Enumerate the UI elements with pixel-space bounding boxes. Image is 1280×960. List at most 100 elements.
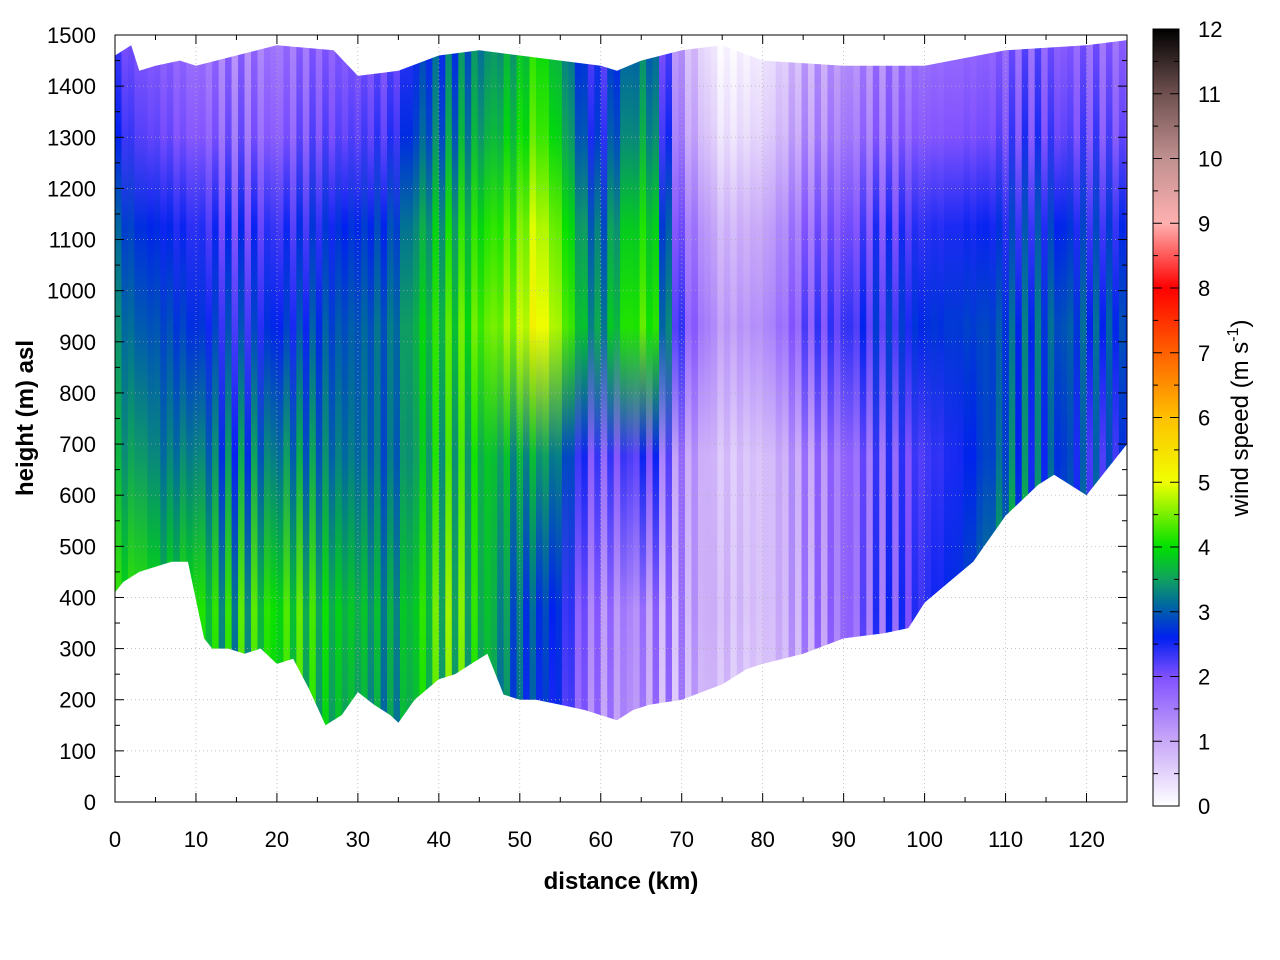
wind-field-column xyxy=(969,40,978,726)
colorbar-tick-label: 7 xyxy=(1198,341,1210,366)
wind-field-column xyxy=(212,40,220,726)
wind-field-column xyxy=(989,40,997,726)
wind-field-column xyxy=(516,40,524,726)
wind-field-column xyxy=(445,40,453,726)
wind-field-column xyxy=(238,40,246,726)
colorbar-tick-label: 4 xyxy=(1198,535,1210,560)
y-tick-label: 1500 xyxy=(47,23,96,48)
wind-field-column xyxy=(594,40,602,726)
colorbar-tick-label: 10 xyxy=(1198,147,1222,172)
wind-field-column xyxy=(911,40,919,726)
wind-field-column xyxy=(1041,40,1049,726)
colorbar-tick-label: 1 xyxy=(1198,729,1210,754)
wind-field-column xyxy=(659,40,667,726)
wind-field-column xyxy=(866,40,874,726)
wind-field-column xyxy=(432,40,440,726)
wind-field-column xyxy=(548,40,557,726)
wind-field-column xyxy=(898,40,906,726)
wind-field-column xyxy=(490,40,498,726)
wind-field-column xyxy=(1099,40,1107,726)
wind-field-column xyxy=(743,40,751,726)
wind-field-column xyxy=(704,40,712,726)
wind-field-column xyxy=(270,40,278,726)
wind-field-column xyxy=(134,40,142,726)
wind-field-column xyxy=(529,40,537,726)
wind-field-column xyxy=(581,40,589,726)
x-tick-label: 50 xyxy=(508,827,532,852)
wind-field-column xyxy=(574,40,582,726)
wind-field-column xyxy=(782,40,790,726)
colorbar-tick-label: 3 xyxy=(1198,600,1210,625)
colorbar-title-text: wind speed (m s xyxy=(1227,342,1254,518)
x-tick-label: 80 xyxy=(750,827,774,852)
wind-field-column xyxy=(367,40,375,726)
colorbar-tick-label: 9 xyxy=(1198,211,1210,236)
wind-field-column xyxy=(523,40,531,726)
x-tick-label: 90 xyxy=(831,827,855,852)
y-tick-label: 600 xyxy=(59,483,96,508)
wind-field-column xyxy=(587,40,595,726)
wind-field-column xyxy=(354,40,362,726)
colorbar-tick-label: 2 xyxy=(1198,665,1210,690)
wind-field-column xyxy=(950,40,958,726)
wind-field-column xyxy=(840,40,848,726)
x-tick-label: 30 xyxy=(346,827,370,852)
wind-field-column xyxy=(348,40,356,726)
wind-field-column xyxy=(1125,40,1127,726)
wind-field-column xyxy=(859,40,867,726)
y-tick-label: 900 xyxy=(59,330,96,355)
wind-field-column xyxy=(1034,40,1042,726)
wind-field-column xyxy=(885,40,893,726)
wind-field-column xyxy=(328,40,336,726)
wind-field-column xyxy=(879,40,887,726)
y-axis: 0 100 200 300 400 500 600 700 800 900 1000 1100 1200… xyxy=(47,23,1127,815)
wind-field-column xyxy=(723,40,731,726)
wind-field-column xyxy=(626,40,634,726)
wind-field-column xyxy=(361,40,369,726)
wind-field-column xyxy=(186,40,194,726)
wind-field-column xyxy=(665,40,673,726)
wind-field-column xyxy=(121,40,129,726)
wind-field-column xyxy=(289,40,297,726)
y-tick-label: 700 xyxy=(59,432,96,457)
wind-field-column xyxy=(1118,40,1126,726)
wind-field-column xyxy=(918,40,926,726)
wind-field-column xyxy=(827,40,835,726)
plot-area xyxy=(115,40,1127,726)
x-axis: 0 10 20 30 40 50 60 70 80 90 100 110 120 xyxy=(109,35,1128,852)
wind-field-column xyxy=(458,40,466,726)
y-tick-label: 1300 xyxy=(47,125,96,150)
colorbar-title: wind speed (m s-1) xyxy=(1225,320,1254,518)
wind-field-column xyxy=(244,40,252,726)
wind-field-column xyxy=(633,40,641,726)
wind-field-column xyxy=(600,40,608,726)
wind-field-column xyxy=(160,40,168,726)
wind-field-column xyxy=(510,40,518,726)
wind-field-column xyxy=(555,40,563,726)
wind-field-column xyxy=(697,40,705,726)
wind-field-column xyxy=(607,40,615,726)
y-axis-title: height (m) asl xyxy=(12,340,39,496)
wind-field-column xyxy=(1002,40,1010,726)
wind-field-column xyxy=(335,40,343,726)
wind-field-column xyxy=(736,40,744,726)
wind-field-column xyxy=(179,40,187,726)
y-tick-label: 800 xyxy=(59,381,96,406)
wind-field-column xyxy=(853,40,861,726)
x-tick-label: 0 xyxy=(109,827,121,852)
wind-field-column xyxy=(646,40,654,726)
wind-field-column xyxy=(127,40,136,726)
wind-field-column xyxy=(1028,40,1036,726)
wind-field-column xyxy=(497,40,505,726)
wind-field-column xyxy=(872,40,880,726)
wind-field-column xyxy=(309,40,317,726)
wind-field-column xyxy=(678,40,686,726)
wind-field-column xyxy=(464,40,472,726)
wind-field-column xyxy=(1008,40,1016,726)
wind-field-column xyxy=(471,40,479,726)
wind-field-column xyxy=(251,40,259,726)
x-tick-label: 40 xyxy=(427,827,451,852)
x-tick-label: 110 xyxy=(988,827,1023,852)
wind-field-column xyxy=(412,40,421,726)
